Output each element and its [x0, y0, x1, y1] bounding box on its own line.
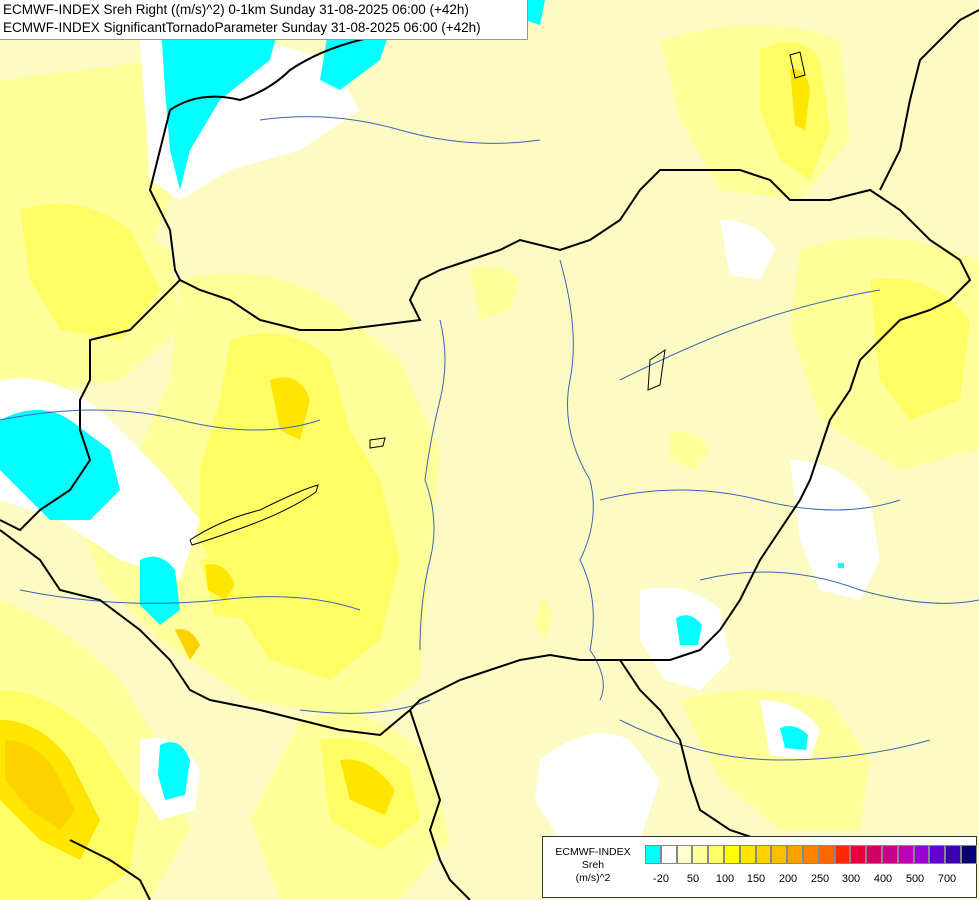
- legend-tick-label: 400: [873, 873, 893, 885]
- sreh-level-200-areas: [5, 629, 200, 830]
- legend-tick-label: 250: [810, 873, 830, 885]
- legend-tick-label: 200: [778, 873, 798, 885]
- legend-swatch: [866, 845, 882, 864]
- title-line-stp: ECMWF-INDEX SignificantTornadoParameter …: [3, 20, 481, 35]
- legend-title: ECMWF-INDEX Sreh (m/s)^2: [545, 846, 641, 885]
- legend-title-line1: ECMWF-INDEX: [555, 846, 631, 858]
- legend-tick-label: 150: [746, 873, 766, 885]
- legend-swatch: [960, 845, 977, 864]
- legend-swatch: [850, 845, 867, 864]
- legend-swatch: [818, 845, 835, 864]
- lakes: [189, 51, 806, 546]
- map-title-box: ECMWF-INDEX Sreh Right ((m/s)^2) 0-1km S…: [0, 0, 528, 40]
- legend-swatch: [692, 845, 709, 864]
- legend-ticks: -20 50 100 150 200 250 300 400 500 700: [645, 873, 975, 889]
- legend-swatch: [913, 845, 930, 864]
- title-line-sreh: ECMWF-INDEX Sreh Right ((m/s)^2) 0-1km S…: [3, 2, 469, 17]
- legend-tick-label: 50: [686, 873, 700, 885]
- legend-title-line2: Sreh: [581, 859, 605, 871]
- legend-swatch: [945, 845, 961, 864]
- legend-swatches: [645, 845, 977, 864]
- legend-tick-label: 100: [715, 873, 735, 885]
- legend-swatch: [929, 845, 946, 864]
- legend-swatch: [708, 845, 724, 864]
- legend-tick-label: 700: [937, 873, 957, 885]
- legend-title-line3: (m/s)^2: [575, 872, 611, 884]
- legend-swatch: [723, 845, 740, 864]
- legend-tick-label: 300: [841, 873, 861, 885]
- legend-swatch: [834, 845, 851, 864]
- legend-swatch: [676, 845, 693, 864]
- legend-swatch: [787, 845, 803, 864]
- legend-swatch: [771, 845, 788, 864]
- rivers: [0, 116, 979, 761]
- legend-tick-label: 500: [905, 873, 925, 885]
- legend-swatch: [739, 845, 756, 864]
- legend-swatch: [802, 845, 819, 864]
- legend-swatch: [660, 845, 677, 864]
- legend-swatch: [897, 845, 914, 864]
- legend-swatch: [755, 845, 772, 864]
- legend-swatch: [645, 845, 661, 864]
- legend-tick-label: -20: [653, 873, 669, 885]
- color-legend: ECMWF-INDEX Sreh (m/s)^2 -20 50 100 150 200 2…: [542, 836, 977, 898]
- legend-swatch: [881, 845, 898, 864]
